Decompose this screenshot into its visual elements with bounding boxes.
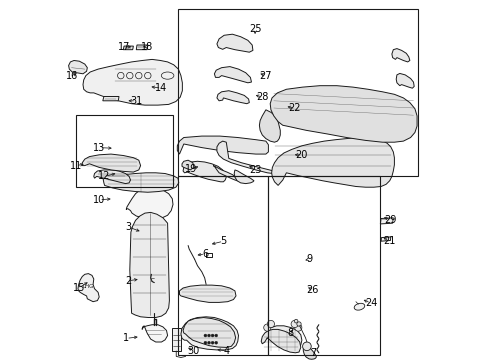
Circle shape	[204, 334, 207, 337]
Polygon shape	[183, 161, 226, 182]
Text: 15: 15	[73, 283, 85, 293]
Text: 30: 30	[188, 346, 200, 356]
Circle shape	[211, 341, 214, 344]
Text: 3: 3	[125, 222, 131, 232]
Text: 5: 5	[220, 236, 226, 246]
Text: 26: 26	[306, 285, 319, 295]
Polygon shape	[182, 160, 194, 170]
Text: 21: 21	[383, 236, 395, 246]
Polygon shape	[142, 325, 168, 342]
Polygon shape	[217, 91, 249, 104]
Polygon shape	[136, 45, 148, 50]
Polygon shape	[215, 67, 251, 83]
Text: 17: 17	[118, 42, 131, 52]
Circle shape	[208, 334, 210, 337]
Polygon shape	[392, 49, 410, 62]
Polygon shape	[213, 166, 239, 181]
Circle shape	[291, 320, 298, 328]
Circle shape	[294, 319, 298, 323]
Polygon shape	[381, 237, 391, 241]
Text: 22: 22	[289, 103, 301, 113]
Text: 1: 1	[123, 333, 129, 343]
Circle shape	[268, 320, 274, 328]
Ellipse shape	[354, 303, 365, 310]
Circle shape	[264, 324, 271, 331]
Polygon shape	[259, 110, 280, 142]
Text: 13: 13	[93, 143, 105, 153]
Polygon shape	[380, 218, 393, 224]
Circle shape	[215, 341, 218, 344]
Polygon shape	[94, 170, 130, 184]
Polygon shape	[396, 73, 414, 88]
Text: 9: 9	[306, 254, 312, 264]
Polygon shape	[69, 60, 87, 74]
Polygon shape	[123, 46, 133, 50]
Text: LHG: LHG	[83, 284, 94, 289]
Text: 27: 27	[260, 71, 272, 81]
Polygon shape	[83, 59, 182, 105]
Polygon shape	[181, 317, 239, 350]
Polygon shape	[82, 154, 141, 172]
Text: 2: 2	[125, 276, 131, 286]
Circle shape	[204, 341, 207, 344]
Circle shape	[297, 322, 301, 326]
Text: 31: 31	[130, 96, 143, 106]
Text: 20: 20	[295, 150, 308, 160]
Polygon shape	[270, 86, 417, 142]
Circle shape	[208, 341, 210, 344]
Text: 29: 29	[385, 215, 397, 225]
Polygon shape	[183, 318, 236, 347]
Polygon shape	[126, 187, 173, 219]
Bar	[178, 176, 269, 355]
Text: 11: 11	[70, 161, 82, 171]
Polygon shape	[103, 173, 179, 192]
Text: 16: 16	[66, 71, 78, 81]
Polygon shape	[179, 285, 236, 302]
Text: 6: 6	[202, 249, 208, 259]
Polygon shape	[271, 138, 394, 187]
Text: 12: 12	[98, 171, 111, 181]
Circle shape	[215, 334, 218, 337]
Bar	[269, 176, 380, 355]
Polygon shape	[217, 141, 277, 174]
Text: 24: 24	[365, 298, 377, 308]
Polygon shape	[177, 136, 269, 154]
Text: 25: 25	[249, 24, 261, 34]
Text: 23: 23	[249, 165, 261, 175]
Text: 8: 8	[287, 328, 293, 338]
Bar	[76, 115, 173, 187]
Polygon shape	[261, 329, 301, 353]
Bar	[178, 9, 418, 176]
Text: 14: 14	[155, 83, 168, 93]
Circle shape	[211, 334, 214, 337]
Text: 28: 28	[256, 92, 269, 102]
Polygon shape	[234, 170, 254, 184]
Text: 10: 10	[93, 195, 105, 205]
Polygon shape	[78, 274, 99, 302]
Polygon shape	[266, 326, 302, 346]
Circle shape	[303, 342, 311, 351]
Text: 4: 4	[224, 346, 230, 356]
Circle shape	[294, 324, 302, 331]
Polygon shape	[217, 34, 253, 52]
Text: 7: 7	[310, 348, 317, 358]
Polygon shape	[303, 343, 316, 359]
Polygon shape	[172, 328, 181, 351]
Polygon shape	[103, 96, 119, 101]
Polygon shape	[130, 212, 170, 318]
Text: 19: 19	[185, 164, 197, 174]
Text: 18: 18	[141, 42, 153, 52]
